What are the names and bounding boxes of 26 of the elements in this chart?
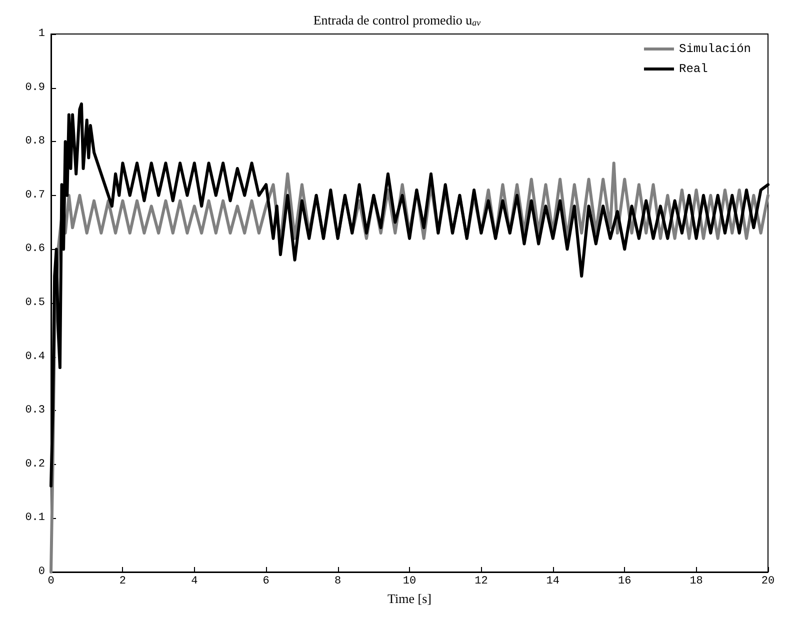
y-tick-label: 0.2 [25, 458, 45, 470]
y-tick-label: 0 [38, 566, 45, 578]
x-tick-label: 16 [618, 576, 632, 588]
y-tick-label: 0.6 [25, 243, 45, 256]
x-axis-title: Time [s] [388, 590, 432, 606]
x-tick-label: 18 [690, 576, 703, 588]
x-tick-label: 20 [761, 576, 775, 588]
legend-label: Real [678, 62, 708, 76]
x-tick-label: 4 [191, 576, 198, 588]
chart-title: Entrada de control promedio uav [313, 12, 481, 28]
y-tick-label: 0.4 [25, 350, 46, 363]
y-tick-label: 0.5 [25, 297, 45, 309]
legend-label: Simulación [678, 42, 752, 56]
y-tick-label: 1 [38, 28, 46, 40]
x-tick-label: 10 [402, 576, 416, 588]
y-tick-label: 0.7 [25, 189, 45, 202]
x-tick-label: 8 [334, 576, 342, 588]
x-tick-label: 0 [48, 576, 54, 588]
y-tick-label: 0.3 [25, 404, 45, 417]
y-tick-label: 0.1 [25, 512, 46, 524]
y-tick-label: 0.9 [25, 82, 45, 94]
y-tick-label: 0.8 [25, 136, 45, 148]
x-tick-label: 6 [262, 576, 270, 588]
x-tick-label: 14 [546, 576, 560, 588]
x-tick-label: 12 [474, 576, 488, 588]
x-tick-label: 2 [119, 576, 126, 588]
